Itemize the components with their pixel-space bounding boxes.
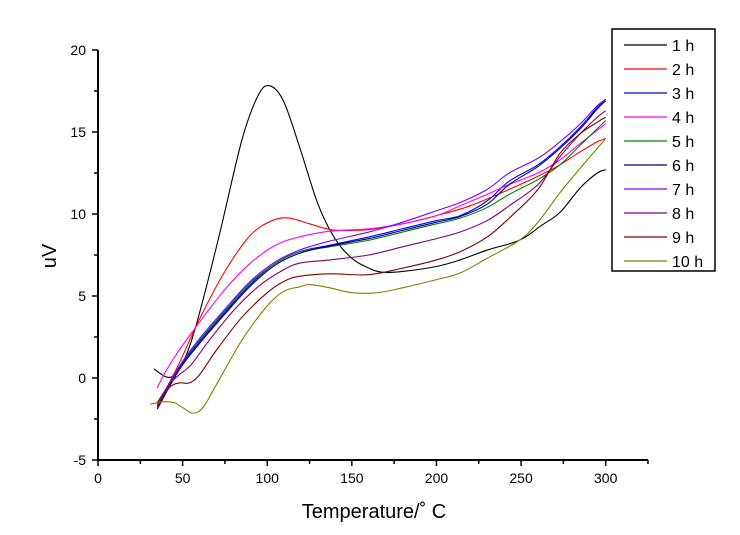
series-line-1h xyxy=(153,84,606,378)
legend-box xyxy=(611,28,716,272)
x-axis-title: Temperature/˚ C xyxy=(302,501,447,523)
series-line-10h xyxy=(150,138,607,414)
x-ticks: 0 50 100 150 200 250 300 xyxy=(94,460,649,486)
legend-label: 10 h xyxy=(672,254,703,271)
y-tick-label: 20 xyxy=(70,42,86,58)
y-tick-label: 0 xyxy=(78,370,86,386)
x-tick-label: 150 xyxy=(340,470,364,486)
legend-label: 8 h xyxy=(672,206,694,223)
x-tick-label: 0 xyxy=(94,470,102,486)
x-tick-label: 50 xyxy=(175,470,191,486)
y-ticks: -5 0 5 10 15 20 xyxy=(70,42,98,468)
legend-label: 2 h xyxy=(672,62,694,79)
series-line-8h xyxy=(156,110,607,403)
legend-label: 4 h xyxy=(672,110,694,127)
series-line-9h xyxy=(156,116,606,407)
series-line-5h xyxy=(156,120,607,407)
series-line-6h xyxy=(156,100,607,410)
legend-label: 6 h xyxy=(672,158,694,175)
legend-label: 9 h xyxy=(672,230,694,247)
series-line-7h xyxy=(156,98,607,408)
legend-label: 1 h xyxy=(672,38,694,55)
series-line-3h xyxy=(156,98,607,408)
y-tick-label: 5 xyxy=(78,288,86,304)
series-line-4h xyxy=(156,123,607,389)
x-tick-label: 100 xyxy=(256,470,280,486)
y-tick-label: -5 xyxy=(74,452,87,468)
legend: 1 h 2 h 3 h 4 h 5 h 6 h 7 h 8 h 9 h 10 h xyxy=(611,28,716,272)
plot-lines xyxy=(150,84,607,414)
legend-label: 5 h xyxy=(672,134,694,151)
legend-label: 3 h xyxy=(672,86,694,103)
series-line-2h xyxy=(156,138,606,405)
y-axis-title: uV xyxy=(39,243,61,268)
legend-label: 7 h xyxy=(672,182,694,199)
x-tick-label: 250 xyxy=(509,470,533,486)
y-tick-label: 10 xyxy=(70,206,86,222)
x-tick-label: 300 xyxy=(594,470,618,486)
x-tick-label: 200 xyxy=(425,470,449,486)
y-tick-label: 15 xyxy=(70,124,86,140)
axes xyxy=(97,50,648,461)
